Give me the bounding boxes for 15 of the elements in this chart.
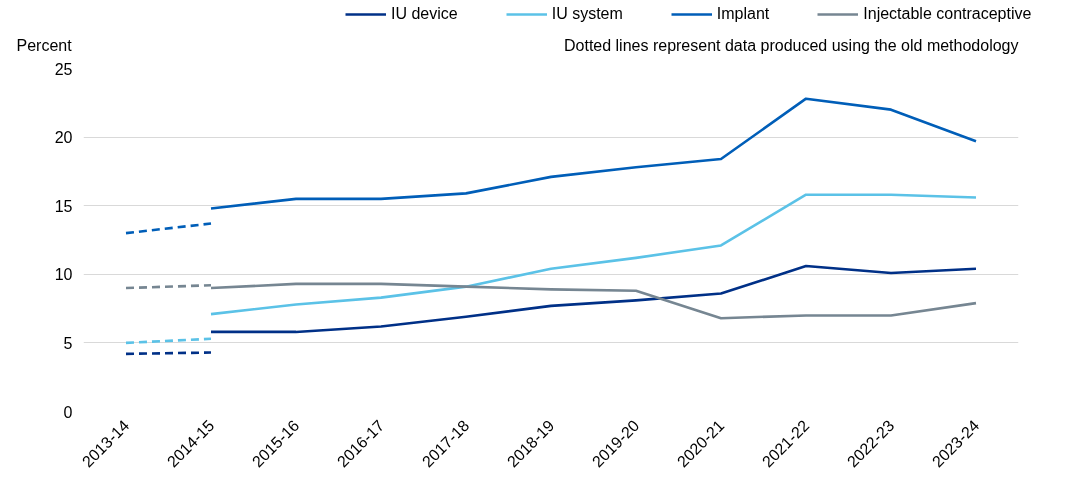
y-tick-label: 10 xyxy=(54,266,73,284)
legend-label: Implant xyxy=(716,5,770,23)
y-tick-label: 20 xyxy=(54,129,73,147)
y-axis-title: Percent xyxy=(16,37,73,54)
y-tick-label: 25 xyxy=(54,60,73,78)
legend-label: Injectable contraceptive xyxy=(863,5,1032,23)
y-tick-label: 0 xyxy=(63,403,73,421)
y-tick-label: 5 xyxy=(63,334,73,352)
line-series xyxy=(209,97,978,210)
legend-label: IU system xyxy=(551,5,623,23)
y-tick-label: 15 xyxy=(54,197,73,215)
text: Dotted lines represent data produced using the old methodology xyxy=(563,37,1019,54)
legend-label: IU device xyxy=(391,5,458,23)
line-series xyxy=(209,264,978,334)
line-series xyxy=(209,193,978,316)
